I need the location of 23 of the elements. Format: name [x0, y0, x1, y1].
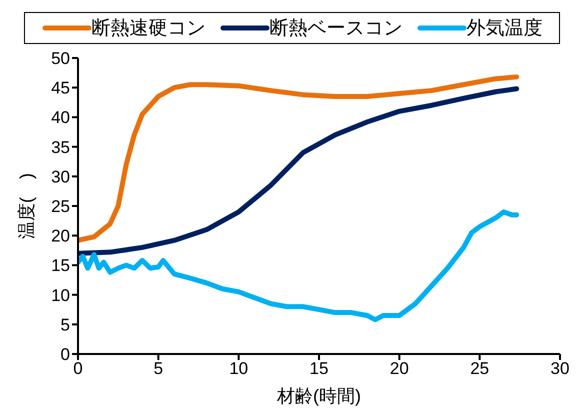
- legend-label: 外気温度: [466, 17, 542, 41]
- y-tick-label: 10: [51, 286, 70, 305]
- y-tick-label: 15: [51, 256, 70, 276]
- legend-label: 断熱ベースコン: [270, 17, 402, 41]
- x-tick-label: 10: [229, 359, 248, 378]
- x-axis-title: 材齢(時間): [276, 386, 361, 406]
- y-axis-title: 温度( ): [16, 173, 36, 239]
- x-tick-label: 20: [390, 359, 409, 378]
- y-tick-label: 30: [51, 167, 70, 186]
- x-tick-label: 5: [154, 359, 164, 378]
- y-tick-label: 5: [60, 315, 70, 334]
- y-tick-label: 0: [60, 345, 70, 364]
- y-tick-label: 35: [51, 138, 70, 157]
- x-tick-label: 30: [550, 359, 570, 378]
- y-tick-label: 25: [51, 197, 70, 216]
- y-tick-label: 50: [51, 49, 70, 68]
- y-tick-label: 40: [51, 108, 70, 128]
- legend-label: 断熱速硬コン: [92, 17, 206, 41]
- y-tick-label: 20: [51, 226, 70, 246]
- y-tick-label: 45: [51, 78, 70, 98]
- x-tick-label: 0: [73, 359, 83, 378]
- x-tick-label: 25: [470, 359, 490, 378]
- x-tick-label: 15: [310, 359, 328, 378]
